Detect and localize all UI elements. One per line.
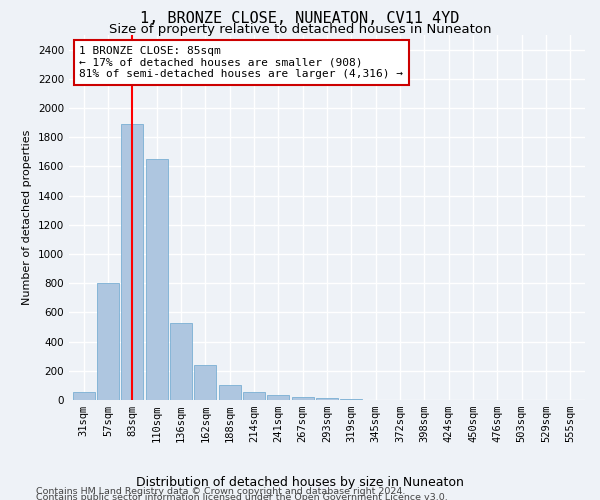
Bar: [194, 366, 216, 400]
Text: Size of property relative to detached houses in Nuneaton: Size of property relative to detached ho…: [109, 22, 491, 36]
Bar: [218, 384, 241, 400]
Bar: [243, 392, 265, 400]
Text: Distribution of detached houses by size in Nuneaton: Distribution of detached houses by size …: [136, 476, 464, 489]
Bar: [268, 395, 289, 400]
Bar: [121, 124, 143, 400]
Text: 1 BRONZE CLOSE: 85sqm
← 17% of detached houses are smaller (908)
81% of semi-det: 1 BRONZE CLOSE: 85sqm ← 17% of detached …: [79, 46, 403, 79]
Text: 1, BRONZE CLOSE, NUNEATON, CV11 4YD: 1, BRONZE CLOSE, NUNEATON, CV11 4YD: [140, 11, 460, 26]
Text: Contains HM Land Registry data © Crown copyright and database right 2024.: Contains HM Land Registry data © Crown c…: [36, 488, 406, 496]
Y-axis label: Number of detached properties: Number of detached properties: [22, 130, 32, 305]
Text: Contains public sector information licensed under the Open Government Licence v3: Contains public sector information licen…: [36, 494, 448, 500]
Bar: [170, 322, 192, 400]
Bar: [146, 159, 167, 400]
Bar: [73, 392, 95, 400]
Bar: [316, 398, 338, 400]
Bar: [292, 397, 314, 400]
Bar: [97, 283, 119, 400]
